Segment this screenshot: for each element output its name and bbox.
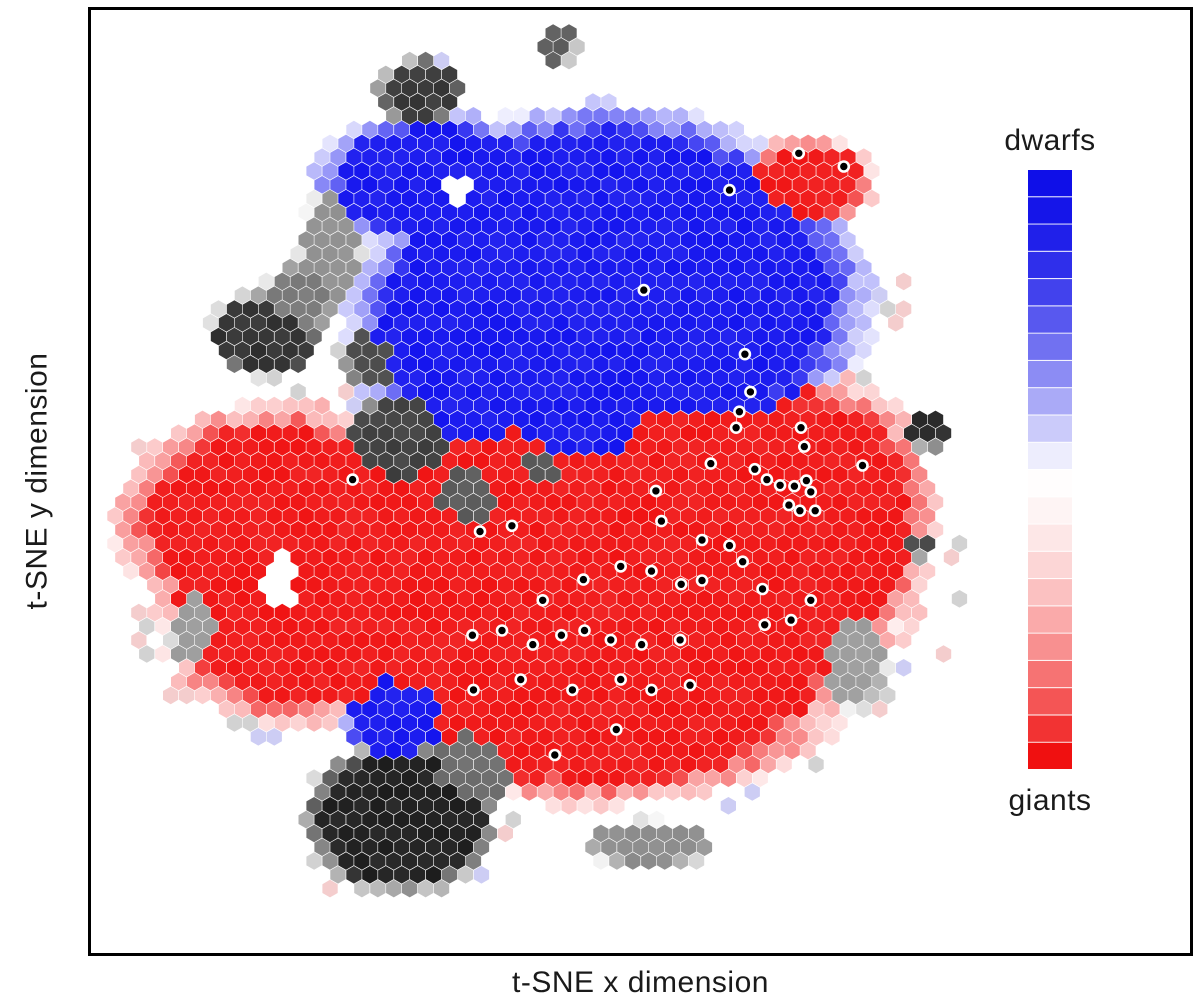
colorbar-bottom-label: giants	[1008, 784, 1091, 817]
colorbar	[1028, 170, 1072, 769]
y-axis-label: t-SNE y dimension	[20, 352, 54, 610]
hexbin-canvas: dwarfs giants	[107, 24, 1095, 898]
scatter-markers-layer	[346, 147, 869, 762]
hexbin-layer	[107, 24, 968, 898]
plot-area: dwarfs giants	[88, 7, 1193, 956]
colorbar-top-label: dwarfs	[1004, 124, 1095, 157]
x-axis-label: t-SNE x dimension	[512, 966, 769, 999]
